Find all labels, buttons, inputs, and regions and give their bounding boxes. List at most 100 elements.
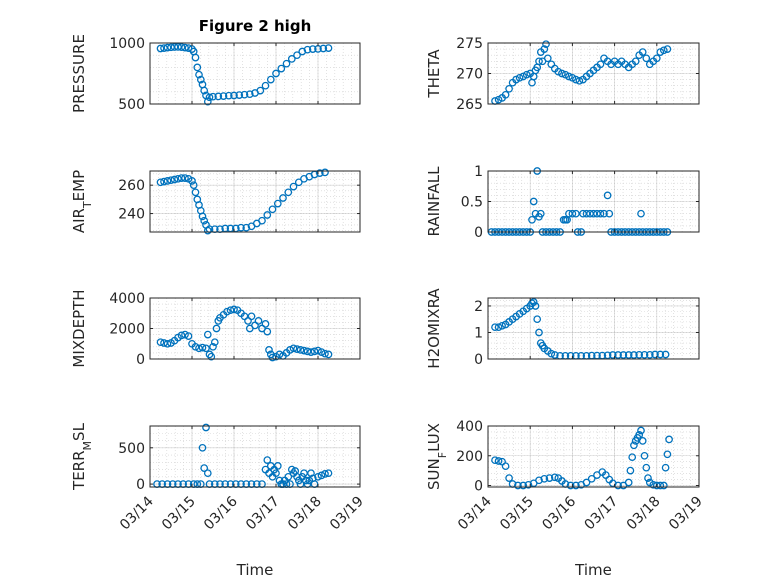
- data-point: [307, 348, 315, 356]
- data-point: [163, 339, 172, 348]
- y-tick-label: 500: [118, 97, 145, 113]
- data-point: [536, 209, 545, 218]
- y-tick-label: 270: [456, 67, 483, 83]
- y-axis-label-part: EMP: [70, 170, 88, 201]
- data-point: [247, 312, 256, 321]
- data-point: [572, 75, 580, 84]
- x-tick-label: 03/15: [159, 494, 199, 534]
- data-point: [177, 174, 186, 182]
- y-tick-label: 400: [456, 419, 483, 435]
- tick-marks: [149, 171, 361, 232]
- figure-title: Figure 2 high: [199, 17, 312, 35]
- y-tick-label: 0: [474, 352, 483, 368]
- major-grid: [149, 171, 361, 232]
- y-axis-label: RAINFALL: [425, 166, 443, 237]
- data-point: [293, 345, 301, 353]
- data-point: [200, 464, 209, 472]
- data-point: [314, 472, 322, 481]
- plot-area: [488, 298, 699, 359]
- y-axis-label-part: TERR: [70, 450, 88, 491]
- data-point: [635, 431, 644, 439]
- y-tick-label: 0: [136, 477, 145, 493]
- y-tick-label: 500: [118, 441, 145, 457]
- data-point: [223, 307, 231, 316]
- data-point: [324, 350, 333, 359]
- data-point: [263, 211, 272, 219]
- data-point: [202, 423, 210, 432]
- y-axis-label-part: LUX: [425, 423, 443, 452]
- data-point: [189, 181, 198, 190]
- data-point: [263, 456, 272, 464]
- data-point: [198, 343, 207, 352]
- data-point: [637, 209, 645, 218]
- tick-marks: [487, 298, 700, 360]
- data-point: [314, 346, 322, 355]
- x-tick-label: 03/16: [539, 493, 579, 533]
- data-point: [266, 75, 275, 84]
- tick-marks: [149, 42, 361, 105]
- data-point: [235, 91, 244, 99]
- data-point: [505, 474, 513, 482]
- y-axis-label-part: F: [436, 452, 449, 458]
- data-point: [531, 302, 540, 310]
- subplot-terr_msl: 0 500 03/14 03/15 03/16 03/17 03/18 03/19 Time TE…: [70, 422, 367, 579]
- data-point: [196, 75, 205, 84]
- data-point: [659, 46, 668, 55]
- y-axis-label: PRESSURE: [70, 34, 88, 113]
- tick-marks: [149, 426, 361, 487]
- x-axis-label: Time: [574, 561, 612, 579]
- data-point: [540, 45, 549, 53]
- data-point: [321, 349, 329, 358]
- data-point: [626, 466, 635, 475]
- data-point: [289, 344, 298, 353]
- data-point: [630, 351, 638, 359]
- data-point: [310, 347, 319, 356]
- data-point: [640, 451, 649, 460]
- data-point: [203, 330, 212, 339]
- data-point: [533, 315, 542, 324]
- data-point: [160, 44, 168, 52]
- x-tick-label: 03/14: [455, 493, 495, 533]
- data-point: [188, 177, 196, 185]
- data-point: [272, 69, 280, 78]
- subplot-theta: 265 270 275 THETA: [425, 36, 700, 113]
- data-point: [308, 45, 317, 53]
- axes-box: [487, 297, 700, 360]
- data-point: [273, 199, 282, 208]
- data-point: [240, 90, 249, 99]
- y-tick-label: 1: [474, 164, 483, 180]
- data-point: [575, 76, 584, 85]
- data-point: [237, 223, 245, 232]
- x-tick-label: 03/19: [666, 494, 706, 534]
- data-point: [522, 70, 531, 79]
- data-series: [491, 40, 672, 105]
- data-point: [642, 54, 651, 63]
- data-series: [153, 423, 333, 488]
- data-point: [191, 53, 200, 62]
- data-point: [263, 327, 272, 336]
- data-point: [293, 472, 301, 481]
- data-point: [582, 478, 591, 487]
- data-point: [277, 64, 286, 73]
- data-point: [566, 481, 575, 490]
- x-tick-label: 03/17: [243, 494, 283, 534]
- tick-marks: [487, 42, 700, 105]
- data-point: [501, 462, 510, 471]
- data-point: [284, 188, 293, 197]
- y-axis-label: THETA: [425, 49, 443, 99]
- y-axis-label-part: M: [81, 441, 94, 451]
- data-point: [284, 472, 293, 481]
- x-tick-label: 03/19: [327, 494, 367, 534]
- data-point: [156, 178, 165, 187]
- subplot-sun_flux: 0 200 400 03/14 03/15 03/16 03/17 03/18 03/19 Tim…: [425, 419, 706, 579]
- data-point: [572, 209, 580, 218]
- tick-marks: [149, 297, 361, 360]
- plot-area: [150, 426, 360, 487]
- data-point: [491, 456, 499, 465]
- data-point: [202, 344, 210, 353]
- data-point: [265, 346, 273, 354]
- data-point: [651, 350, 659, 359]
- data-point: [242, 223, 251, 232]
- data-point: [272, 469, 280, 478]
- data-point: [659, 481, 668, 490]
